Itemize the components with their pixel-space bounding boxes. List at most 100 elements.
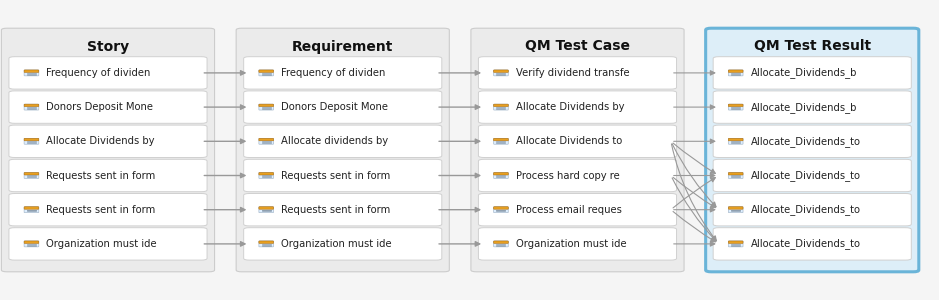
FancyBboxPatch shape	[478, 194, 676, 226]
FancyBboxPatch shape	[24, 241, 38, 243]
FancyBboxPatch shape	[729, 207, 743, 213]
FancyBboxPatch shape	[729, 172, 743, 178]
FancyBboxPatch shape	[244, 159, 442, 192]
Text: Allocate_Dividends_b: Allocate_Dividends_b	[751, 102, 857, 112]
FancyBboxPatch shape	[24, 172, 38, 175]
FancyBboxPatch shape	[729, 104, 743, 110]
Text: Allocate_Dividends_to: Allocate_Dividends_to	[751, 204, 861, 215]
FancyBboxPatch shape	[494, 104, 508, 106]
FancyBboxPatch shape	[24, 207, 38, 213]
FancyBboxPatch shape	[729, 70, 743, 72]
FancyBboxPatch shape	[714, 57, 911, 89]
FancyBboxPatch shape	[24, 70, 38, 72]
FancyBboxPatch shape	[244, 57, 442, 89]
FancyBboxPatch shape	[9, 228, 208, 260]
FancyBboxPatch shape	[478, 159, 676, 192]
Text: QM Test Result: QM Test Result	[754, 40, 870, 53]
FancyBboxPatch shape	[729, 172, 743, 175]
FancyBboxPatch shape	[259, 172, 273, 178]
FancyBboxPatch shape	[729, 138, 743, 144]
Text: Process hard copy re: Process hard copy re	[516, 170, 620, 181]
Text: Donors Deposit Mone: Donors Deposit Mone	[47, 102, 153, 112]
FancyBboxPatch shape	[494, 104, 508, 110]
FancyBboxPatch shape	[259, 104, 273, 106]
FancyBboxPatch shape	[494, 207, 508, 213]
FancyBboxPatch shape	[729, 207, 743, 209]
FancyBboxPatch shape	[24, 241, 38, 247]
FancyBboxPatch shape	[729, 241, 743, 247]
FancyBboxPatch shape	[714, 91, 911, 123]
FancyBboxPatch shape	[259, 241, 273, 247]
FancyBboxPatch shape	[478, 125, 676, 158]
FancyBboxPatch shape	[259, 172, 273, 175]
Text: Requests sent in form: Requests sent in form	[282, 205, 391, 215]
FancyBboxPatch shape	[494, 138, 508, 144]
Text: Allocate_Dividends_to: Allocate_Dividends_to	[751, 170, 861, 181]
FancyBboxPatch shape	[729, 70, 743, 76]
Text: Allocate Dividends to: Allocate Dividends to	[516, 136, 623, 146]
Text: Requests sent in form: Requests sent in form	[282, 170, 391, 181]
FancyBboxPatch shape	[478, 91, 676, 123]
Text: Allocate_Dividends_b: Allocate_Dividends_b	[751, 68, 857, 78]
FancyBboxPatch shape	[478, 57, 676, 89]
Text: Donors Deposit Mone: Donors Deposit Mone	[282, 102, 388, 112]
FancyBboxPatch shape	[24, 138, 38, 141]
Text: Process email reques: Process email reques	[516, 205, 622, 215]
FancyBboxPatch shape	[494, 138, 508, 141]
FancyBboxPatch shape	[470, 28, 684, 272]
Text: Organization must ide: Organization must ide	[282, 239, 392, 249]
FancyBboxPatch shape	[494, 172, 508, 175]
Text: Organization must ide: Organization must ide	[47, 239, 157, 249]
FancyBboxPatch shape	[714, 228, 911, 260]
FancyBboxPatch shape	[244, 194, 442, 226]
FancyBboxPatch shape	[24, 104, 38, 106]
FancyBboxPatch shape	[494, 70, 508, 72]
FancyBboxPatch shape	[494, 241, 508, 247]
FancyBboxPatch shape	[244, 125, 442, 158]
FancyBboxPatch shape	[9, 194, 208, 226]
Text: Allocate_Dividends_to: Allocate_Dividends_to	[751, 238, 861, 249]
FancyBboxPatch shape	[729, 138, 743, 141]
Text: Frequency of dividen: Frequency of dividen	[47, 68, 151, 78]
Text: Requirement: Requirement	[292, 40, 393, 53]
Text: Verify dividend transfe: Verify dividend transfe	[516, 68, 630, 78]
FancyBboxPatch shape	[259, 104, 273, 110]
FancyBboxPatch shape	[24, 104, 38, 110]
FancyBboxPatch shape	[259, 70, 273, 76]
FancyBboxPatch shape	[729, 104, 743, 106]
FancyBboxPatch shape	[9, 57, 208, 89]
FancyBboxPatch shape	[237, 28, 450, 272]
FancyBboxPatch shape	[24, 207, 38, 209]
Text: Requests sent in form: Requests sent in form	[47, 205, 156, 215]
Text: Allocate_Dividends_to: Allocate_Dividends_to	[751, 136, 861, 147]
FancyBboxPatch shape	[478, 228, 676, 260]
FancyBboxPatch shape	[2, 28, 214, 272]
FancyBboxPatch shape	[259, 138, 273, 141]
FancyBboxPatch shape	[24, 70, 38, 76]
FancyBboxPatch shape	[259, 241, 273, 243]
FancyBboxPatch shape	[244, 91, 442, 123]
Text: Allocate Dividends by: Allocate Dividends by	[516, 102, 624, 112]
Text: Allocate dividends by: Allocate dividends by	[282, 136, 389, 146]
FancyBboxPatch shape	[706, 28, 918, 272]
FancyBboxPatch shape	[494, 241, 508, 243]
FancyBboxPatch shape	[494, 207, 508, 209]
FancyBboxPatch shape	[9, 91, 208, 123]
Text: Requests sent in form: Requests sent in form	[47, 170, 156, 181]
FancyBboxPatch shape	[714, 159, 911, 192]
FancyBboxPatch shape	[24, 138, 38, 144]
Text: Story: Story	[87, 40, 129, 53]
FancyBboxPatch shape	[244, 228, 442, 260]
Text: QM Test Case: QM Test Case	[525, 40, 630, 53]
Text: Frequency of dividen: Frequency of dividen	[282, 68, 386, 78]
FancyBboxPatch shape	[9, 125, 208, 158]
Text: Allocate Dividends by: Allocate Dividends by	[47, 136, 155, 146]
FancyBboxPatch shape	[714, 194, 911, 226]
FancyBboxPatch shape	[729, 241, 743, 243]
FancyBboxPatch shape	[259, 70, 273, 72]
FancyBboxPatch shape	[9, 159, 208, 192]
FancyBboxPatch shape	[714, 125, 911, 158]
FancyBboxPatch shape	[259, 138, 273, 144]
FancyBboxPatch shape	[494, 172, 508, 178]
Text: Organization must ide: Organization must ide	[516, 239, 626, 249]
